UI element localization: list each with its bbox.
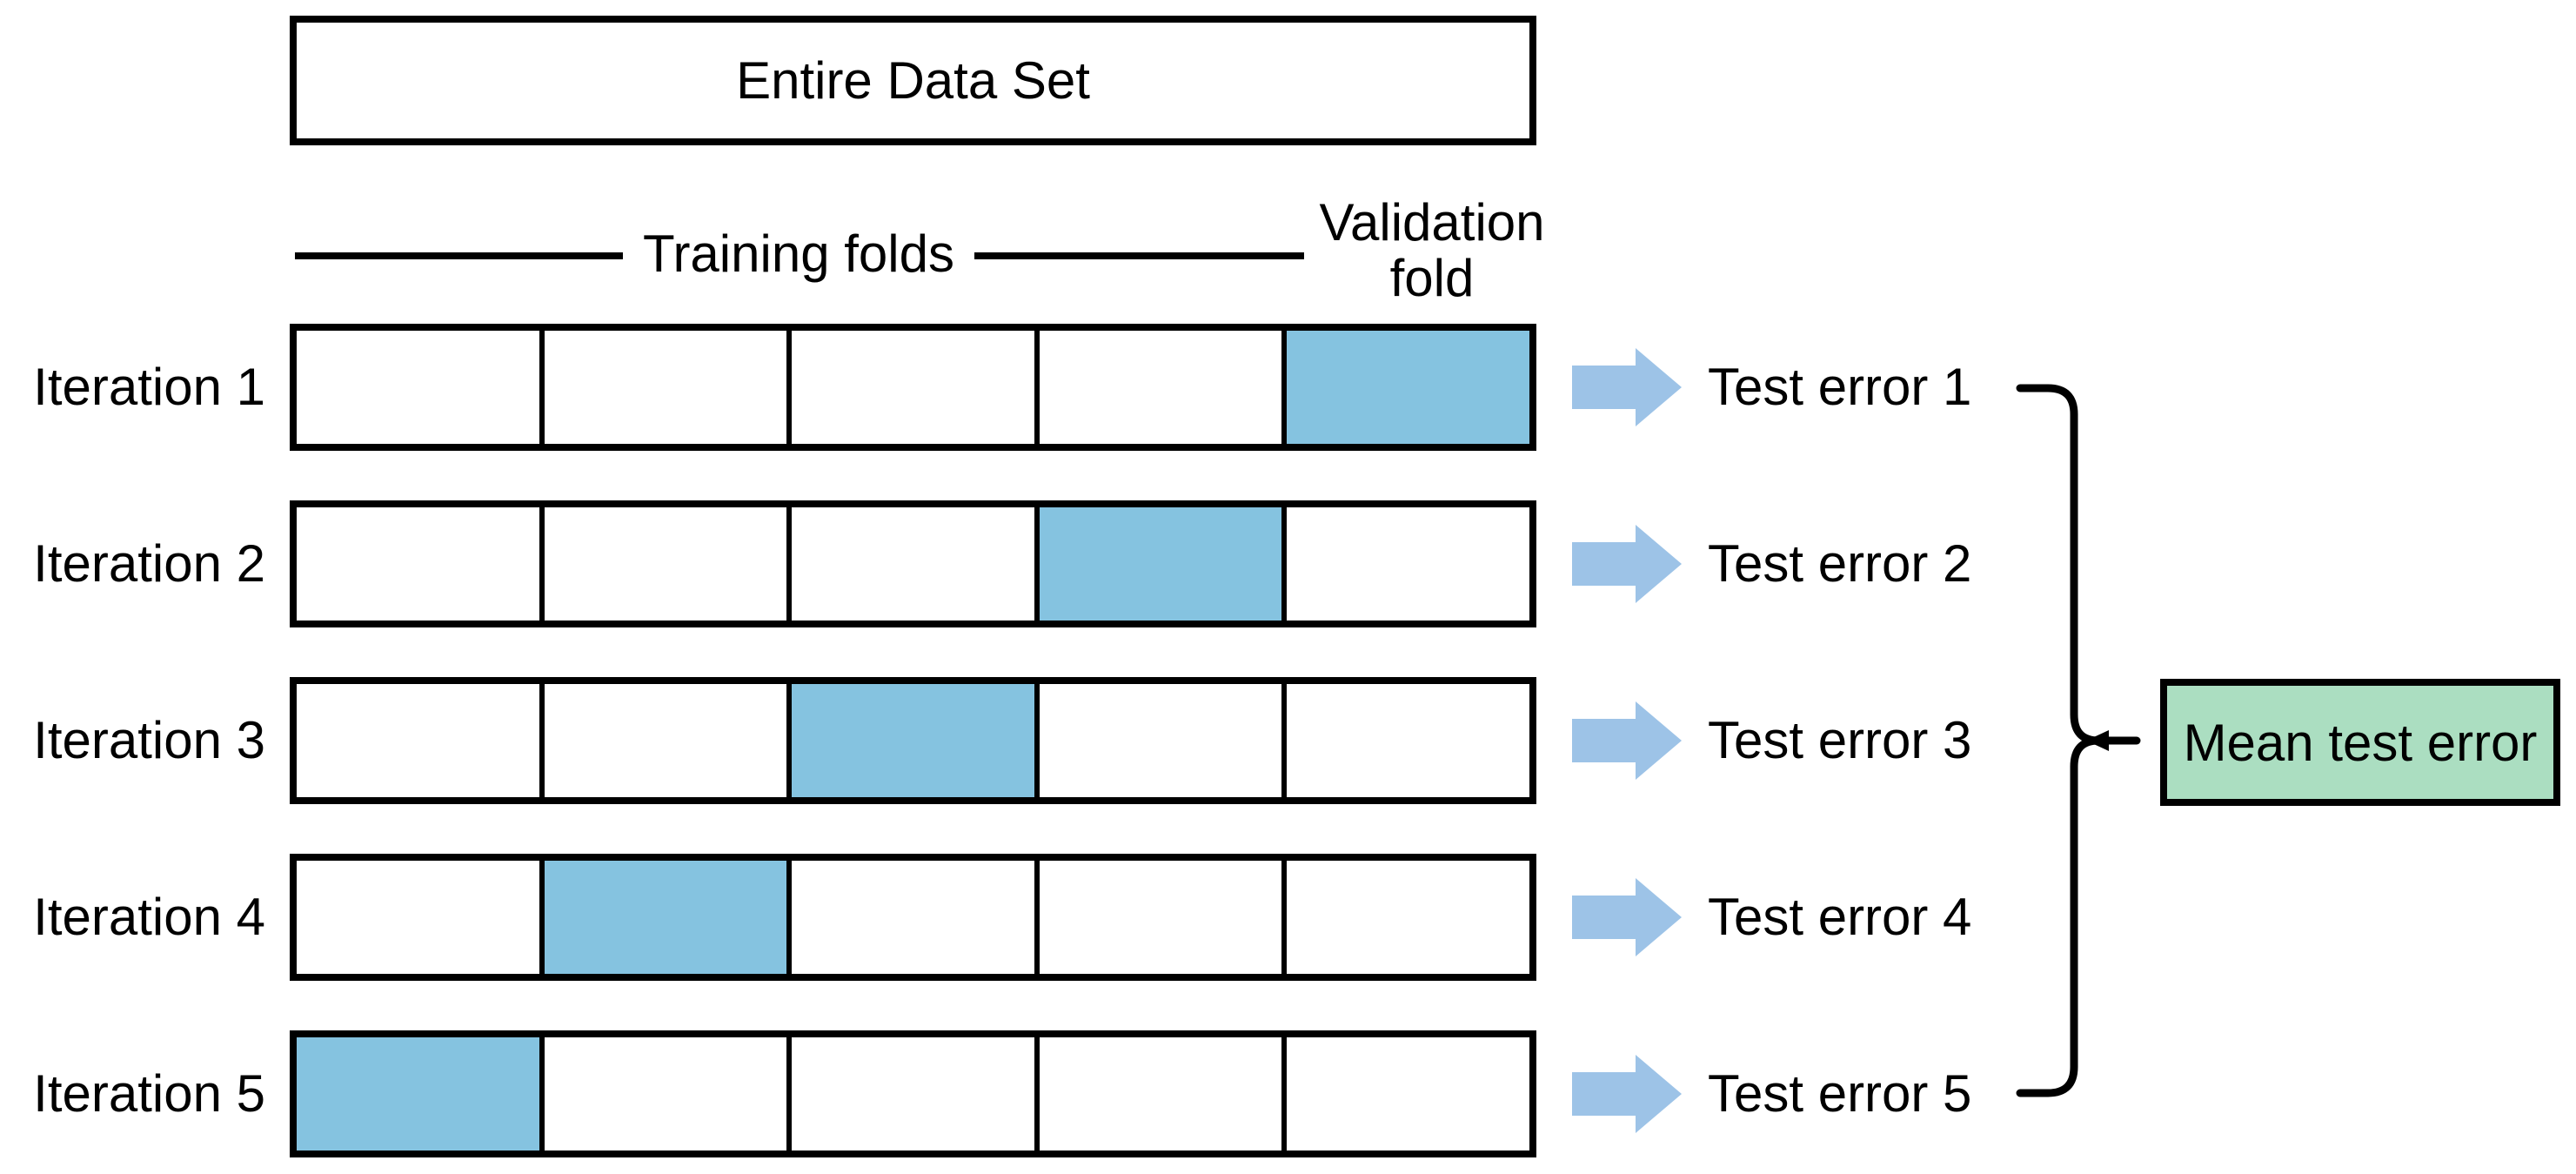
fold-row [290,854,1536,981]
fold-cell [297,684,539,797]
training-folds-label: Training folds [643,225,954,283]
right-arrow-icon [1572,1055,1682,1133]
fold-row [290,500,1536,627]
fold-cell [539,331,787,444]
iteration-block: Iteration 3 Test error 3 [0,677,2576,804]
right-arrow-icon [1572,525,1682,603]
training-folds-rule-left [295,252,623,259]
entire-data-set-box: Entire Data Set [290,16,1536,145]
fold-row [290,324,1536,451]
iteration-block: Iteration 1 Test error 1 [0,324,2576,451]
fold-cell [1281,1037,1529,1151]
test-error-label: Test error 5 [1708,1064,1972,1123]
fold-cell [297,1037,539,1151]
fold-row [290,677,1536,804]
fold-cell [297,861,539,974]
iteration-label: Iteration 3 [33,711,265,769]
fold-cell [1281,507,1529,621]
fold-cell [1281,684,1529,797]
training-folds-rule-right [974,252,1304,259]
fold-cell [539,861,787,974]
fold-cell [1281,331,1529,444]
test-error-label: Test error 1 [1708,358,1972,416]
fold-cell [539,507,787,621]
fold-cell [786,1037,1034,1151]
fold-cell [297,331,539,444]
iteration-block: Iteration 2 Test error 2 [0,500,2576,627]
validation-fold-label: Validation fold [1305,195,1559,306]
iteration-label: Iteration 4 [33,888,265,946]
mean-test-error-label: Mean test error [2183,713,2538,772]
mean-test-error-box: Mean test error [2160,679,2560,806]
iteration-block: Iteration 5 Test error 5 [0,1030,2576,1157]
fold-cell [297,507,539,621]
right-arrow-icon [1572,348,1682,426]
fold-cell [1281,861,1529,974]
validation-fold-label-line1: Validation [1319,193,1545,252]
fold-cell [786,331,1034,444]
fold-cell [1034,861,1282,974]
iteration-label: Iteration 5 [33,1064,265,1123]
fold-cell [786,861,1034,974]
iteration-block: Iteration 4 Test error 4 [0,854,2576,981]
fold-cell [539,1037,787,1151]
fold-cell [1034,331,1282,444]
iteration-label: Iteration 1 [33,358,265,416]
test-error-label: Test error 2 [1708,534,1972,593]
entire-data-set-label: Entire Data Set [736,51,1090,110]
iteration-label: Iteration 2 [33,534,265,593]
validation-fold-label-line2: fold [1389,249,1475,307]
fold-cell [786,684,1034,797]
fold-cell [539,684,787,797]
fold-cell [786,507,1034,621]
test-error-label: Test error 3 [1708,711,1972,769]
fold-cell [1034,684,1282,797]
right-arrow-icon [1572,701,1682,780]
fold-cell [1034,1037,1282,1151]
test-error-label: Test error 4 [1708,888,1972,946]
fold-cell [1034,507,1282,621]
fold-row [290,1030,1536,1157]
right-arrow-icon [1572,878,1682,956]
